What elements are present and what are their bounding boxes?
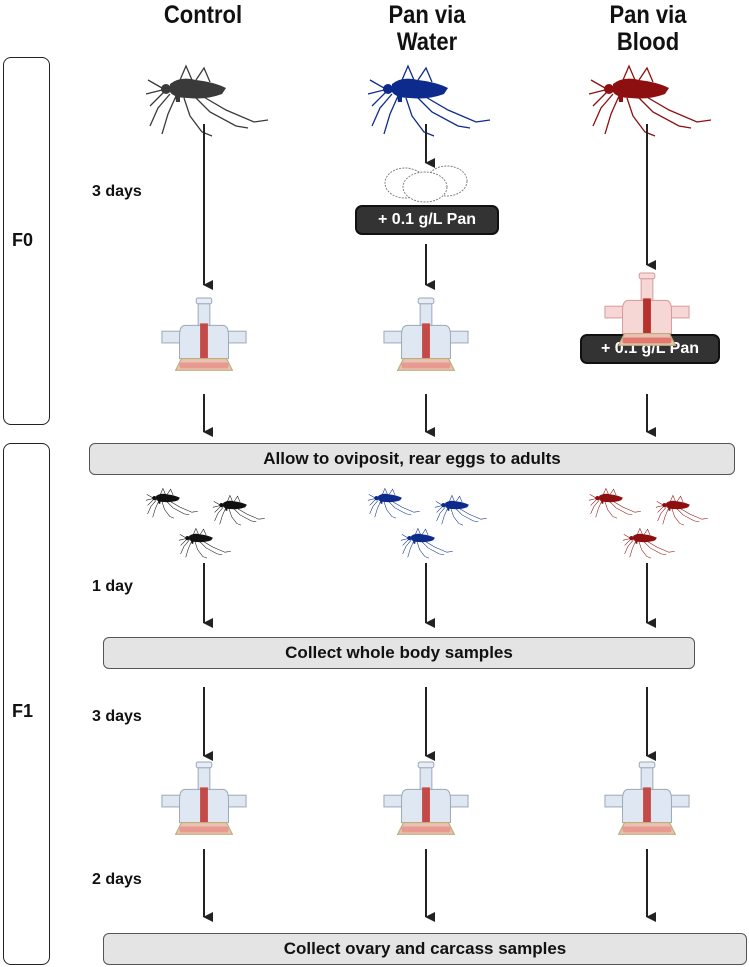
step-whole-body: Collect whole body samples — [103, 637, 695, 669]
generation-f0-label: F0 — [12, 230, 34, 250]
mosquito-icon — [212, 495, 266, 526]
mosquito-icon — [622, 528, 676, 559]
membrane-feeder-icon — [383, 761, 469, 835]
membrane-feeder-icon — [383, 297, 469, 371]
membrane-feeder-icon — [604, 761, 690, 835]
generation-f1-box — [3, 443, 50, 965]
generation-f1-label: F1 — [12, 701, 34, 721]
membrane-feeder-icon-blood — [604, 272, 690, 346]
mosquito-icon — [400, 528, 454, 559]
generation-f0-box — [3, 57, 50, 425]
mosquito-icon — [178, 528, 232, 559]
step-ovary-carcass: Collect ovary and carcass samples — [103, 933, 747, 965]
mosquito-icon — [434, 495, 488, 526]
duration-f1-feed: 3 days — [92, 708, 142, 725]
column-title-control: Control — [163, 1, 243, 29]
column-title-water-line2: Water — [396, 28, 458, 56]
cotton-ball-icon — [384, 165, 468, 203]
column-title-blood-line1: Pan via — [609, 1, 687, 29]
membrane-feeder-icon — [161, 297, 247, 371]
column-title-water: Pan via Water — [348, 2, 506, 56]
mosquito-icon — [145, 488, 199, 519]
mosquito-icon — [367, 488, 421, 519]
duration-f1-rest: 1 day — [92, 578, 133, 595]
duration-f0-feed: 3 days — [92, 183, 142, 200]
column-title-blood: Pan via Blood — [569, 2, 727, 56]
water-dose-label: + 0.1 g/L Pan — [355, 205, 499, 235]
membrane-feeder-icon — [161, 761, 247, 835]
column-title-blood-line2: Blood — [616, 28, 680, 56]
column-title-water-line1: Pan via — [388, 1, 466, 29]
mosquito-icon — [588, 488, 642, 519]
mosquito-icon — [655, 495, 709, 526]
step-oviposit: Allow to oviposit, rear eggs to adults — [89, 443, 735, 475]
duration-f1-post: 2 days — [92, 871, 142, 888]
